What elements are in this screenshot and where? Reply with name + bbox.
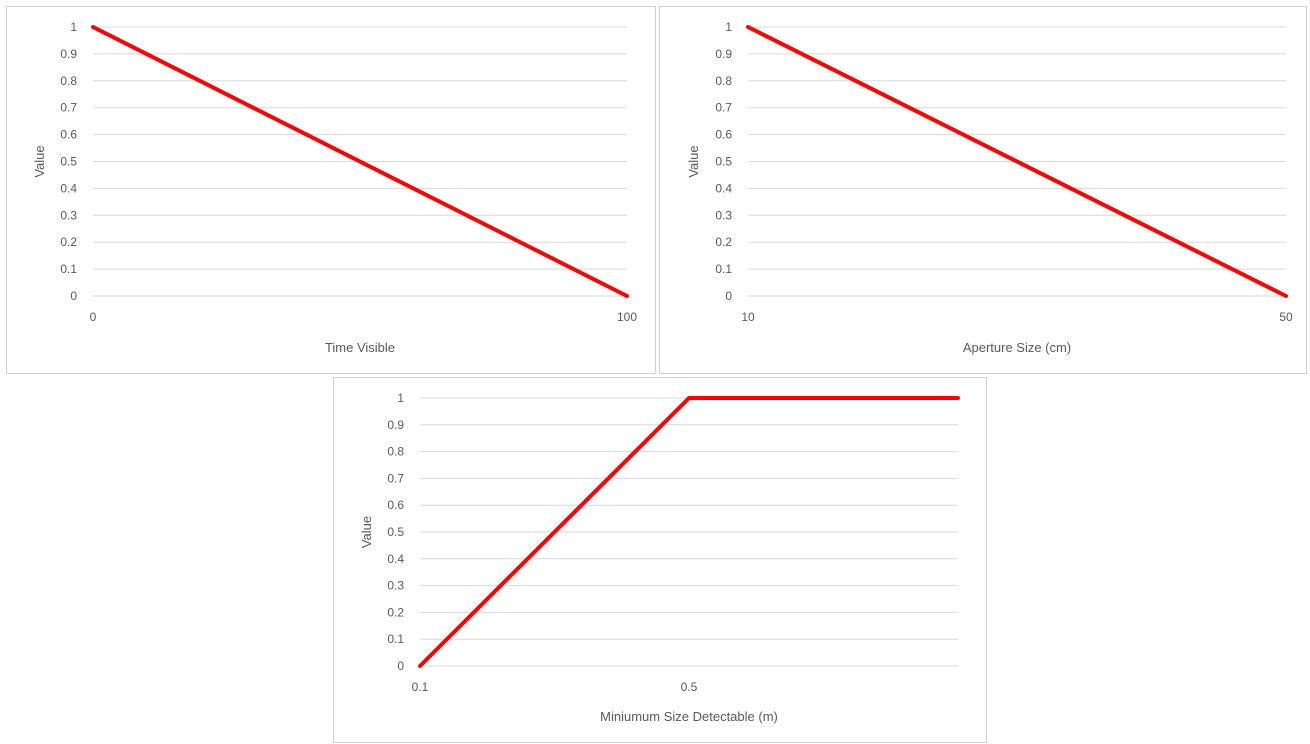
y-tick-label: 0.8 (60, 74, 77, 88)
y-tick-label: 0 (397, 659, 404, 673)
x-axis-label: Aperture Size (cm) (963, 340, 1071, 355)
y-tick-label: 0.9 (715, 47, 732, 61)
y-tick-label: 0.4 (387, 552, 404, 566)
y-axis-label: Value (359, 516, 374, 548)
y-tick-label: 1 (725, 20, 732, 34)
y-tick-label: 0.6 (715, 128, 732, 142)
x-tick-label: 10 (741, 310, 755, 324)
y-tick-label: 0.4 (60, 181, 77, 195)
y-axis-label: Value (686, 145, 701, 177)
y-tick-label: 0.5 (60, 155, 77, 169)
y-tick-label: 0.1 (387, 632, 404, 646)
series-line (418, 396, 960, 668)
x-tick-label: 100 (617, 310, 637, 324)
y-tick-label: 0.6 (60, 128, 77, 142)
x-tick-label: 0 (90, 310, 97, 324)
y-tick-label: 1 (397, 391, 404, 405)
y-tick-label: 0.8 (715, 74, 732, 88)
chart-minimum-size-detectable: 0 0.1 0.2 0.3 0.4 0.5 0.6 0.7 0.8 0.9 1 0.1 0.5 Miniu… (333, 377, 987, 743)
chart-time-visible: 0 0.1 0.2 0.3 0.4 0.5 0.6 0.7 0.8 0.9 1 0 100 Time Vi… (6, 6, 656, 374)
y-tick-label: 0 (70, 289, 77, 303)
y-tick-label: 0.2 (60, 235, 77, 249)
chart-time-visible-plot: 0 0.1 0.2 0.3 0.4 0.5 0.6 0.7 0.8 0.9 1 0 100 Time Vi… (32, 20, 637, 355)
y-tick-label: 0.1 (715, 262, 732, 276)
series-line (746, 25, 1288, 298)
y-tick-label: 0.7 (387, 471, 404, 485)
x-tick-label: 50 (1279, 310, 1293, 324)
chart-aperture-size: 0 0.1 0.2 0.3 0.4 0.5 0.6 0.7 0.8 0.9 1 10 50 Apertur… (659, 6, 1307, 374)
y-tick-label: 0.9 (60, 47, 77, 61)
y-tick-label: 0.4 (715, 181, 732, 195)
y-tick-label: 1 (70, 20, 77, 34)
y-tick-label: 0.6 (387, 498, 404, 512)
y-tick-label: 0.5 (715, 155, 732, 169)
y-tick-label: 0.3 (715, 208, 732, 222)
y-tick-label: 0.1 (60, 262, 77, 276)
y-tick-label: 0.5 (387, 525, 404, 539)
y-tick-label: 0.2 (387, 605, 404, 619)
x-axis-label: Time Visible (325, 340, 395, 355)
y-axis-label: Value (32, 145, 47, 177)
series-line (91, 25, 629, 298)
y-tick-label: 0.3 (60, 208, 77, 222)
chart-aperture-size-plot: 0 0.1 0.2 0.3 0.4 0.5 0.6 0.7 0.8 0.9 1 10 50 Apertur… (686, 20, 1293, 355)
chart-minimum-size-detectable-plot: 0 0.1 0.2 0.3 0.4 0.5 0.6 0.7 0.8 0.9 1 0.1 0.5 Miniu… (359, 391, 960, 724)
y-tick-label: 0.7 (60, 101, 77, 115)
y-tick-label: 0.8 (387, 445, 404, 459)
x-tick-label: 0.1 (412, 680, 429, 694)
x-axis-label: Miniumum Size Detectable (m) (600, 709, 778, 724)
y-tick-label: 0.3 (387, 579, 404, 593)
x-tick-label: 0.5 (681, 680, 698, 694)
y-tick-label: 0.2 (715, 235, 732, 249)
y-tick-label: 0.9 (387, 418, 404, 432)
y-tick-label: 0.7 (715, 101, 732, 115)
y-tick-label: 0 (725, 289, 732, 303)
